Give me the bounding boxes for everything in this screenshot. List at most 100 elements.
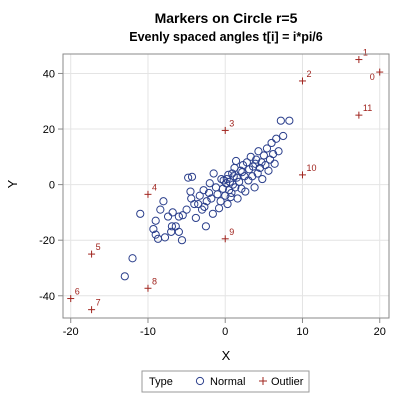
outlier-point-label: 3 — [229, 118, 234, 128]
normal-point — [186, 187, 195, 196]
normal-point — [167, 222, 177, 231]
outlier-point-label: 2 — [306, 69, 311, 79]
normal-point — [219, 176, 228, 185]
normal-point — [128, 254, 137, 263]
normal-point — [270, 159, 279, 168]
chart-title: Markers on Circle r=5 — [155, 10, 298, 26]
x-tick-label: -20 — [63, 326, 79, 338]
normal-point — [238, 168, 247, 177]
outlier-point-label: 10 — [306, 163, 316, 173]
normal-point — [233, 194, 242, 203]
normal-point — [258, 174, 267, 184]
normal-point — [216, 197, 225, 206]
outlier-point-label: 8 — [152, 276, 157, 286]
y-tick-label: 0 — [49, 180, 55, 192]
normal-point — [195, 191, 204, 200]
normal-point — [272, 134, 281, 143]
normal-point — [163, 212, 173, 221]
normal-point — [184, 173, 193, 182]
outlier-point-label: 1 — [363, 48, 368, 58]
normal-point — [264, 166, 273, 175]
normal-point — [253, 169, 262, 178]
x-tick-label: 20 — [374, 326, 386, 338]
outlier-point — [355, 56, 363, 64]
legend-title: Type — [149, 376, 173, 388]
y-tick-label: 40 — [43, 68, 55, 80]
normal-point — [201, 222, 211, 231]
normal-point — [167, 227, 176, 236]
normal-point — [285, 116, 294, 125]
normal-point — [241, 187, 250, 196]
y-tick-label: -40 — [39, 291, 55, 303]
normal-point — [160, 233, 170, 242]
outlier-point — [144, 190, 152, 198]
x-tick-label: 10 — [296, 326, 308, 338]
normal-point — [250, 183, 259, 192]
normal-point — [178, 211, 187, 220]
normal-point — [191, 213, 200, 223]
legend-normal-label: Normal — [210, 376, 245, 388]
legend-outlier-marker — [259, 377, 267, 385]
normal-point — [274, 147, 283, 156]
data-markers — [67, 56, 384, 314]
outlier-point-label: 4 — [152, 182, 157, 192]
normal-point — [202, 197, 211, 206]
outlier-point-label: 0 — [370, 72, 375, 82]
legend: Type Normal Outlier — [141, 370, 310, 393]
normal-point — [229, 172, 238, 181]
normal-point — [187, 194, 196, 203]
normal-point — [197, 205, 207, 214]
normal-point — [153, 234, 163, 243]
normal-point — [244, 176, 253, 185]
chart-subtitle: Evenly spaced angles t[i] = i*pi/6 — [129, 30, 323, 44]
outlier-point — [355, 111, 363, 119]
normal-point — [190, 199, 199, 209]
grid-lines — [63, 54, 389, 318]
outlier-point-label: 5 — [96, 242, 101, 252]
normal-point — [156, 205, 165, 214]
normal-point — [177, 236, 187, 245]
normal-point — [187, 172, 197, 181]
outlier-point-label: 9 — [229, 227, 234, 237]
normal-point — [231, 156, 241, 166]
normal-point — [226, 193, 235, 202]
x-tick-label: -10 — [140, 326, 156, 338]
normal-point — [240, 172, 249, 181]
normal-point — [151, 230, 160, 239]
outlier-point — [298, 77, 306, 85]
normal-point — [120, 272, 129, 281]
legend-outlier-label: Outlier — [271, 376, 304, 388]
normal-point — [159, 197, 168, 206]
plot-frame — [62, 53, 390, 319]
y-axis-label: Y — [5, 179, 20, 188]
normal-point — [214, 204, 224, 213]
normal-point — [265, 155, 275, 164]
normal-point — [276, 116, 285, 125]
outlier-point — [67, 295, 75, 303]
legend-box — [141, 370, 310, 393]
outlier-point — [88, 306, 96, 314]
outlier-point-label: 11 — [363, 103, 372, 113]
x-axis-label: X — [222, 348, 231, 363]
y-tick-label: -20 — [39, 235, 55, 247]
point-labels: 0 1 2 3 4 5 6 7 8 9 10 11 — [75, 48, 375, 308]
normal-point — [205, 179, 214, 188]
normal-point — [236, 166, 245, 175]
outlier-point — [376, 68, 384, 76]
outlier-point — [88, 250, 96, 258]
normal-point — [213, 190, 222, 199]
normal-point — [209, 169, 218, 178]
normal-point — [254, 147, 263, 156]
normal-point — [182, 205, 191, 214]
normal-point — [136, 209, 145, 218]
normal-point — [267, 138, 276, 148]
normal-point — [223, 199, 232, 209]
normal-point — [227, 188, 236, 198]
normal-point — [174, 227, 183, 236]
normal-point — [174, 212, 183, 221]
normal-point — [208, 209, 217, 218]
normal-point — [207, 194, 216, 203]
